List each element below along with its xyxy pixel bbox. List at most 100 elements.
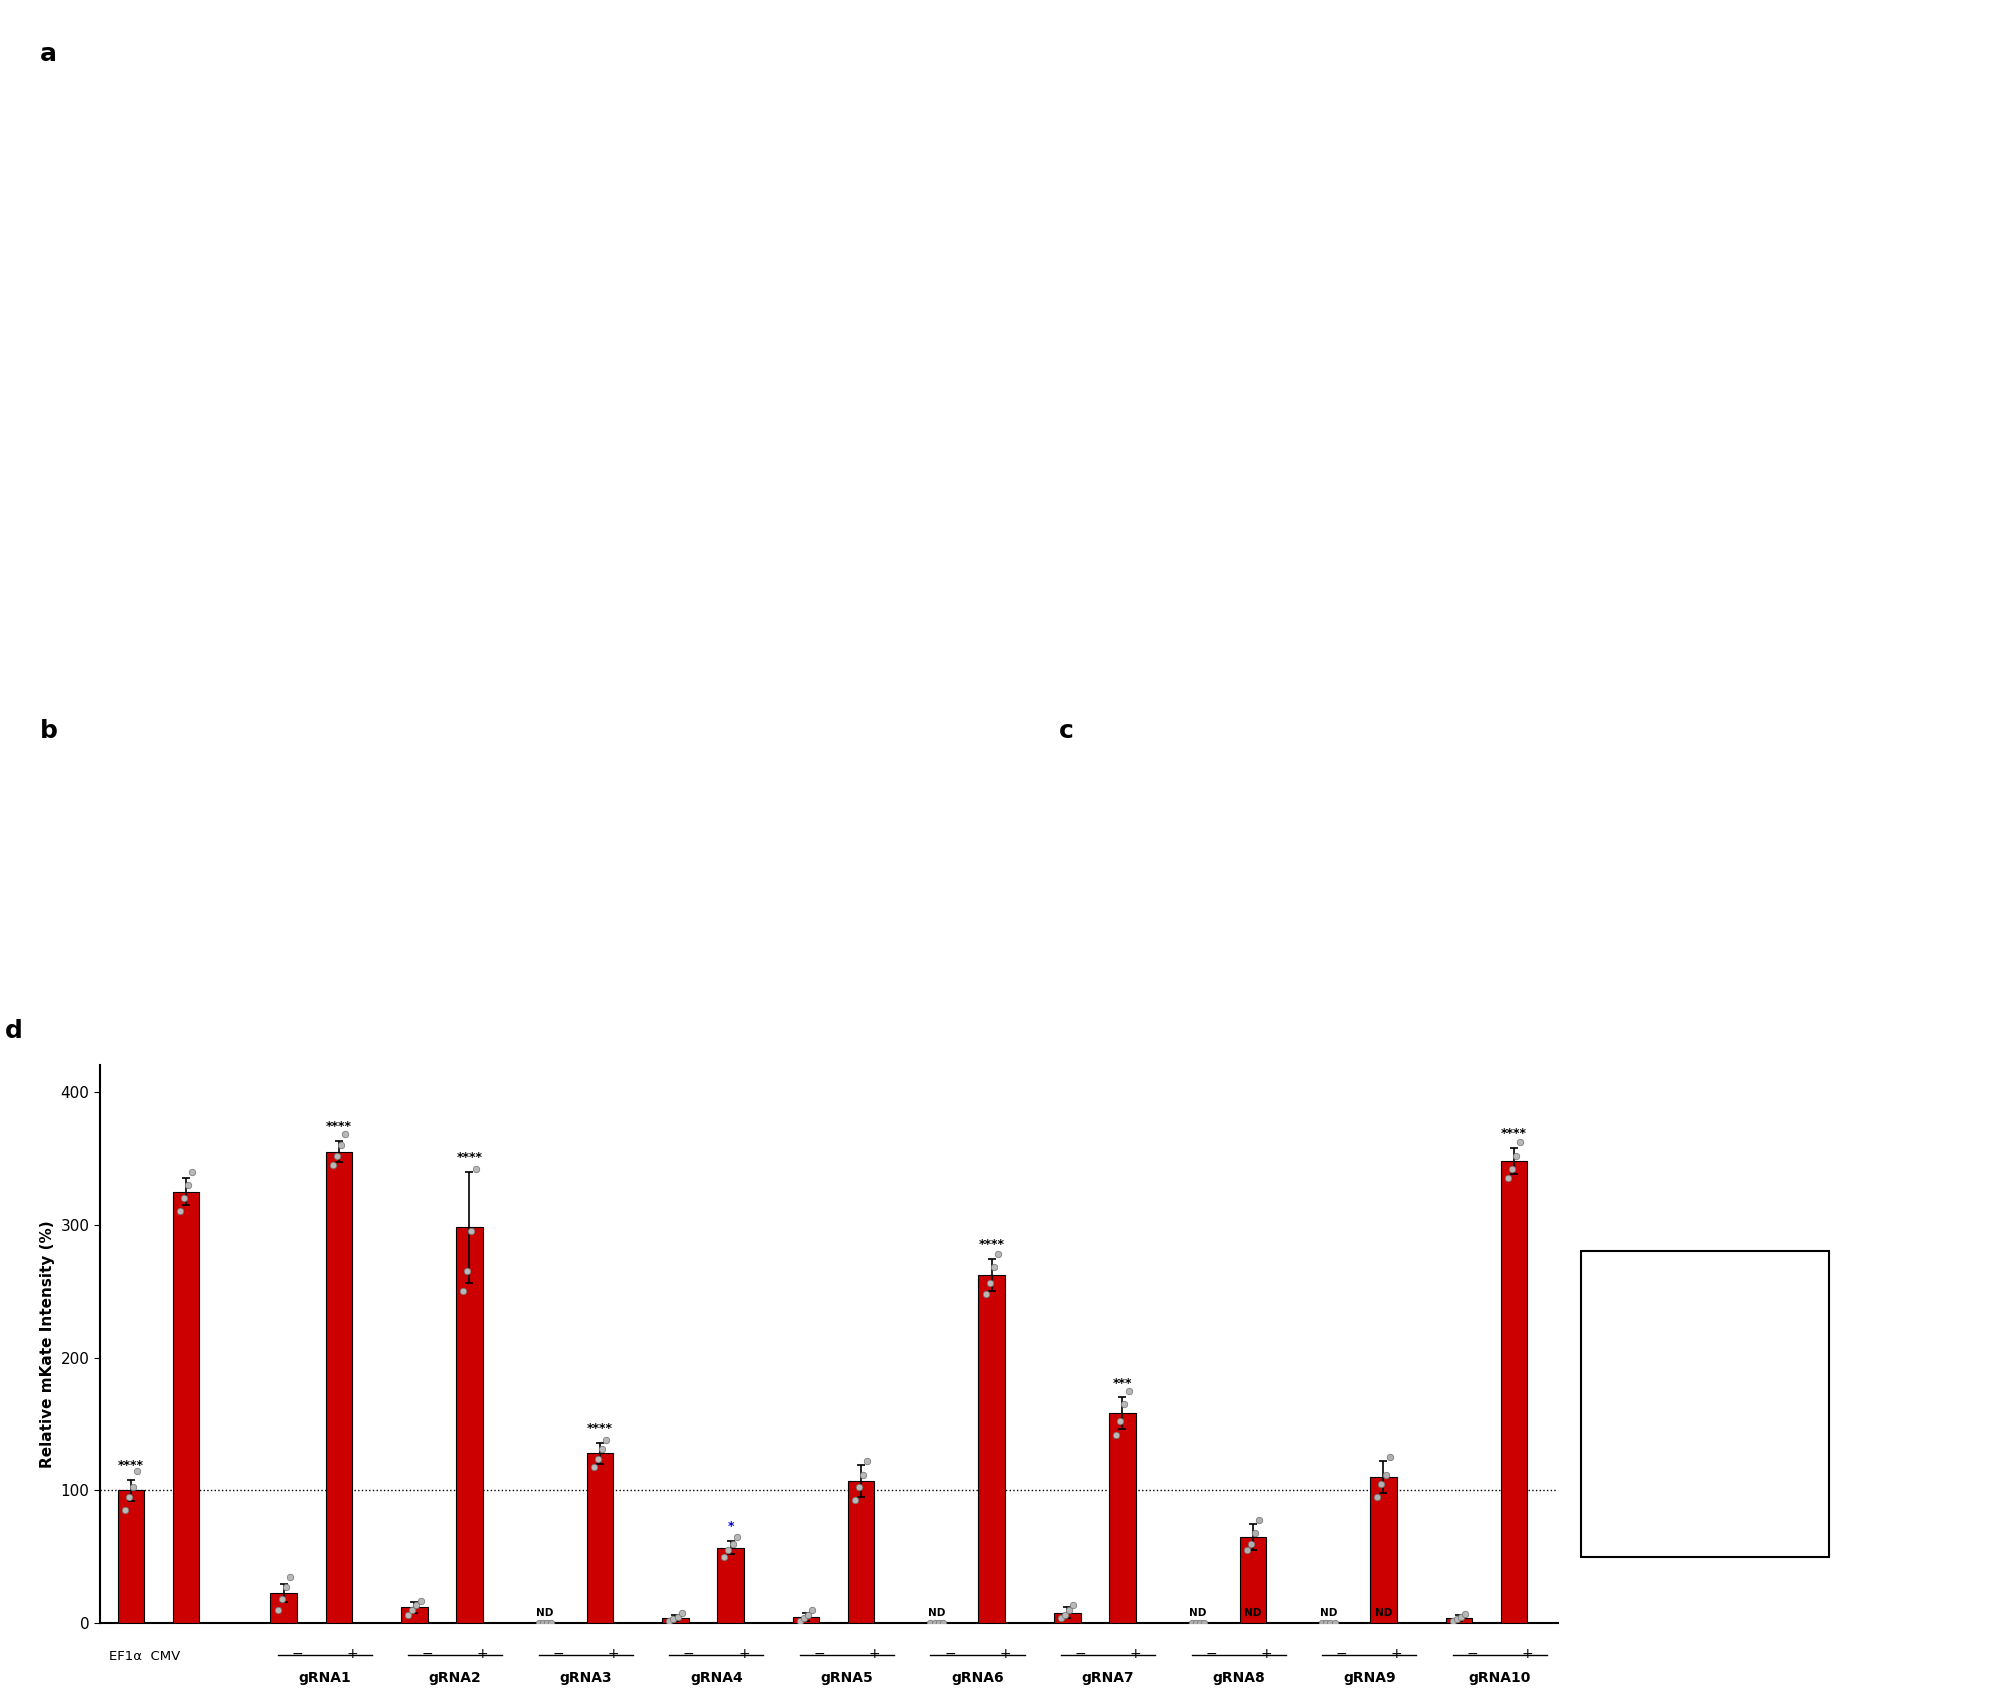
Point	[1231, 1537, 1263, 1564]
Point	[589, 1427, 621, 1454]
Point	[969, 1280, 1001, 1307]
Point	[1437, 1606, 1469, 1634]
Bar	[587, 1453, 613, 1623]
Point	[1109, 1390, 1141, 1417]
Text: −: −	[1075, 1647, 1087, 1661]
Point	[114, 1483, 146, 1510]
Point	[665, 1600, 697, 1627]
Point	[981, 1241, 1013, 1268]
Text: −: −	[1467, 1647, 1479, 1661]
Point	[168, 1185, 200, 1212]
Y-axis label: Relative mKate Intensity (%): Relative mKate Intensity (%)	[40, 1221, 54, 1468]
Point	[527, 1610, 559, 1637]
Bar	[456, 1228, 484, 1623]
Point	[1449, 1600, 1481, 1627]
Text: +: +	[737, 1647, 749, 1661]
Point	[322, 1141, 354, 1168]
Point	[1189, 1610, 1221, 1637]
Point	[523, 1610, 555, 1637]
Text: ND: ND	[1189, 1608, 1207, 1618]
Point	[396, 1596, 428, 1623]
Bar	[1500, 1162, 1526, 1623]
Point	[791, 1601, 823, 1628]
Text: gRNA7: gRNA7	[1081, 1671, 1135, 1686]
Point	[1239, 1520, 1271, 1547]
Point	[927, 1610, 959, 1637]
Text: −: −	[292, 1647, 304, 1661]
Point	[1113, 1376, 1145, 1404]
Bar	[1239, 1537, 1267, 1623]
Point	[585, 1436, 617, 1463]
Point	[1500, 1141, 1532, 1168]
Point	[1497, 1155, 1528, 1182]
Point	[448, 1278, 480, 1305]
Text: +: +	[607, 1647, 619, 1661]
Text: EF1α  CMV: EF1α CMV	[108, 1650, 180, 1662]
FancyBboxPatch shape	[1580, 1251, 1830, 1557]
Point	[1365, 1469, 1397, 1498]
Text: d: d	[6, 1020, 22, 1043]
Point	[851, 1447, 883, 1475]
Point	[717, 1530, 749, 1557]
Point	[709, 1544, 741, 1571]
Text: *: *	[727, 1520, 733, 1534]
Bar	[847, 1481, 875, 1623]
Bar	[1109, 1414, 1135, 1623]
Point	[1105, 1409, 1137, 1436]
Point	[1441, 1606, 1473, 1634]
Point	[392, 1601, 424, 1628]
Point	[973, 1270, 1005, 1297]
Text: gRNA3: gRNA3	[559, 1671, 611, 1686]
Text: gRNA4: gRNA4	[689, 1671, 743, 1686]
Point	[1057, 1591, 1089, 1618]
Bar	[717, 1547, 743, 1623]
Text: b: b	[40, 719, 58, 742]
Bar	[1053, 1613, 1081, 1623]
Point	[456, 1218, 488, 1245]
Text: ND: ND	[1245, 1608, 1261, 1618]
Point	[1175, 1610, 1207, 1637]
Point	[330, 1121, 362, 1148]
Point	[122, 1458, 154, 1485]
Bar	[118, 1490, 144, 1623]
Text: −: −	[945, 1647, 955, 1661]
Point	[577, 1453, 609, 1480]
Text: gRNA5: gRNA5	[821, 1671, 873, 1686]
Point	[653, 1606, 685, 1634]
Text: ***: ***	[1113, 1376, 1133, 1390]
Text: gRNA10: gRNA10	[1469, 1671, 1530, 1686]
Point	[108, 1497, 140, 1524]
Bar	[1447, 1618, 1473, 1623]
Point	[919, 1610, 951, 1637]
Point	[1049, 1601, 1081, 1628]
Point	[1179, 1610, 1211, 1637]
Text: −: −	[1337, 1647, 1347, 1661]
Point	[118, 1473, 150, 1500]
Text: ****: ****	[326, 1119, 352, 1133]
Text: ****: ****	[456, 1150, 482, 1163]
Text: −: −	[683, 1647, 695, 1661]
Point	[661, 1603, 693, 1630]
Text: c: c	[1059, 719, 1073, 742]
Point	[400, 1591, 432, 1618]
Point	[713, 1537, 745, 1564]
Point	[270, 1574, 302, 1601]
Point	[843, 1473, 875, 1500]
Text: ND: ND	[535, 1608, 553, 1618]
Bar	[172, 1192, 200, 1623]
Text: gRNA1-10: gRNA1-10	[1668, 1292, 1742, 1304]
Text: +: +	[999, 1647, 1011, 1661]
Text: −: −	[551, 1647, 563, 1661]
Point	[797, 1596, 829, 1623]
Text: −: −	[813, 1647, 825, 1661]
Point	[657, 1606, 689, 1634]
Point	[404, 1588, 436, 1615]
Point	[176, 1158, 208, 1185]
Point	[915, 1610, 947, 1637]
Point	[721, 1524, 753, 1551]
Text: − : no P1 Ctrl: − : no P1 Ctrl	[1660, 1371, 1750, 1383]
Point	[1045, 1605, 1077, 1632]
Point	[1311, 1610, 1343, 1637]
Point	[1445, 1603, 1477, 1630]
Point	[1375, 1444, 1407, 1471]
